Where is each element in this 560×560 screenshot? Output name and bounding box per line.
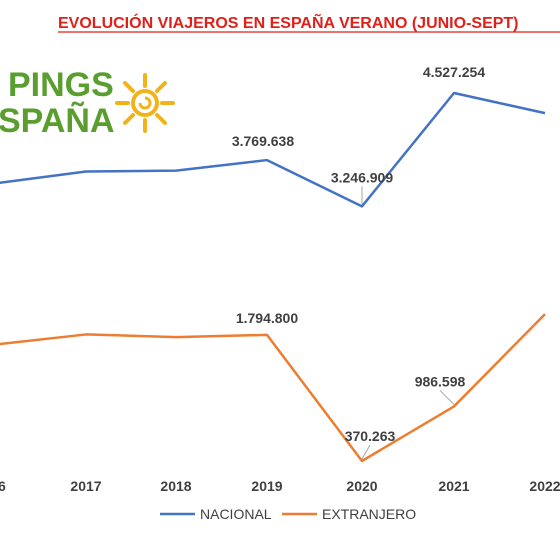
legend-label-nacional: NACIONAL	[200, 506, 272, 522]
x-tick-label: 2018	[160, 478, 191, 494]
x-tick-label: 16	[0, 478, 6, 494]
legend: NACIONAL EXTRANJERO	[160, 506, 416, 522]
x-tick-label: 2022	[529, 478, 560, 494]
data-label-nacional-2021: 4.527.254	[423, 64, 485, 80]
chart-title: EVOLUCIÓN VIAJEROS EN ESPAÑA VERANO (JUN…	[58, 12, 519, 32]
legend-label-extranjero: EXTRANJERO	[322, 506, 416, 522]
data-label-extranjero-2019: 1.794.800	[236, 310, 298, 326]
x-axis-ticks: 16 2017 2018 2019 2020 2021 2022	[0, 478, 560, 494]
sun-icon	[115, 73, 175, 133]
x-tick-label: 2020	[346, 478, 377, 494]
series-layer	[0, 91, 546, 463]
logo: PINGS SPAÑA	[0, 66, 175, 140]
x-tick-label: 2017	[70, 478, 101, 494]
data-label-extranjero-2020: 370.263	[345, 428, 396, 444]
data-label-leader	[439, 390, 455, 405]
x-tick-label: 2021	[438, 478, 469, 494]
logo-line2: SPAÑA	[0, 102, 115, 140]
logo-line1: PINGS	[8, 66, 114, 104]
data-label-nacional-2020: 3.246.909	[331, 169, 393, 185]
data-label-extranjero-2021: 986.598	[415, 373, 466, 389]
x-tick-label: 2019	[251, 478, 282, 494]
data-label-nacional-2019: 3.769.638	[232, 133, 294, 149]
data-label-layer: 3.769.638 3.246.909 4.527.254 1.794.800 370.…	[232, 64, 485, 460]
data-label-leader	[361, 444, 371, 460]
